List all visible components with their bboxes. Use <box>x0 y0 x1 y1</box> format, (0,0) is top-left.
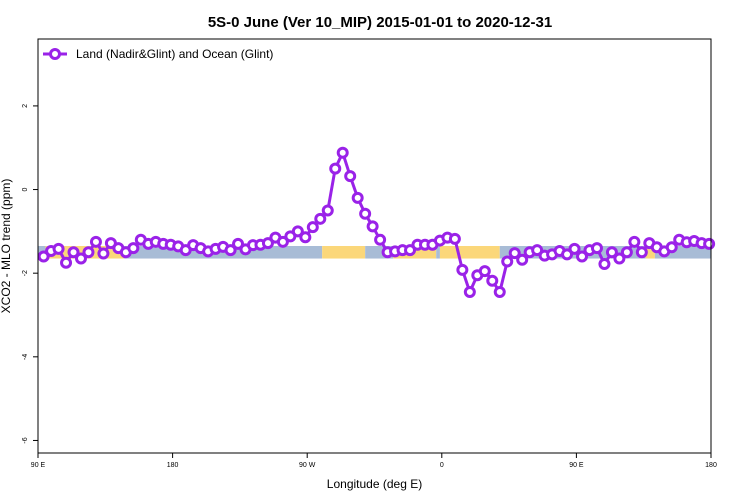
band-segment-land <box>439 246 500 259</box>
band-segment-ocean <box>436 246 440 259</box>
data-point <box>613 252 626 265</box>
data-point <box>508 247 521 260</box>
data-point <box>374 233 387 246</box>
data-point <box>531 244 544 257</box>
legend-marker-swatch <box>49 48 61 60</box>
data-point <box>321 204 334 217</box>
data-point <box>456 263 469 276</box>
data-point <box>299 231 312 244</box>
data-point <box>52 242 65 255</box>
axes: 90 E 180 90 W 0 90 E 180 2 0 -2 -4 -6 <box>22 104 717 469</box>
data-point <box>703 237 716 250</box>
data-point <box>486 274 499 287</box>
data-point <box>329 162 342 175</box>
x-tick-label: 90 E <box>569 462 584 469</box>
data-point <box>448 232 461 245</box>
x-tick-label: 90 E <box>31 462 46 469</box>
data-point <box>314 212 327 225</box>
data-point <box>561 248 574 261</box>
y-tick-label: 0 <box>22 187 29 191</box>
data-point <box>74 252 87 265</box>
data-point <box>590 242 603 255</box>
data-point <box>366 220 379 233</box>
data-point <box>60 256 73 269</box>
band-segment-land <box>322 246 366 259</box>
data-point <box>344 170 357 183</box>
data-point <box>576 250 589 263</box>
x-tick-label: 90 W <box>299 462 316 469</box>
data-point <box>635 246 648 259</box>
data-point <box>501 255 514 268</box>
data-point <box>224 244 237 257</box>
data-point <box>37 250 50 263</box>
data-point <box>404 244 417 257</box>
y-tick-label: -6 <box>22 437 29 443</box>
data-point <box>359 207 372 220</box>
data-point <box>276 235 289 248</box>
data-point <box>463 286 476 298</box>
data-point <box>89 235 102 248</box>
data-point <box>620 246 633 259</box>
data-point <box>598 257 611 270</box>
data-point <box>232 237 245 250</box>
data-point <box>478 265 491 278</box>
x-tick-label: 180 <box>705 462 717 469</box>
data-point <box>628 235 641 248</box>
legend-entry-label: Land (Nadir&Glint) and Ocean (Glint) <box>76 47 273 61</box>
y-tick-label: -2 <box>22 270 29 276</box>
x-tick-label: 180 <box>167 462 179 469</box>
plot-frame <box>37 38 712 454</box>
data-point <box>127 242 140 255</box>
y-tick-label: -4 <box>22 354 29 360</box>
data-point <box>351 191 364 204</box>
legend: Land (Nadir&Glint) and Ocean (Glint) <box>43 47 273 61</box>
data-point <box>82 246 95 259</box>
x-axis-label: Longitude (deg E) <box>327 477 422 491</box>
x-tick-label: 0 <box>440 462 444 469</box>
data-point <box>568 242 581 255</box>
y-tick-label: 2 <box>22 104 29 108</box>
data-point <box>516 253 529 266</box>
data-point <box>67 246 80 259</box>
band-segment-land <box>645 246 655 259</box>
data-point <box>665 241 678 254</box>
data-point <box>336 146 349 159</box>
series-layer <box>37 146 716 298</box>
chart-title: 5S-0 June (Ver 10_MIP) 2015-01-01 to 202… <box>208 14 552 31</box>
data-point <box>306 221 319 234</box>
data-point <box>97 247 110 260</box>
y-axis-label: XCO2 - MLO trend (ppm) <box>0 179 13 314</box>
data-point <box>291 225 304 238</box>
data-point <box>261 237 274 250</box>
data-point <box>605 246 618 259</box>
data-point <box>493 286 506 298</box>
